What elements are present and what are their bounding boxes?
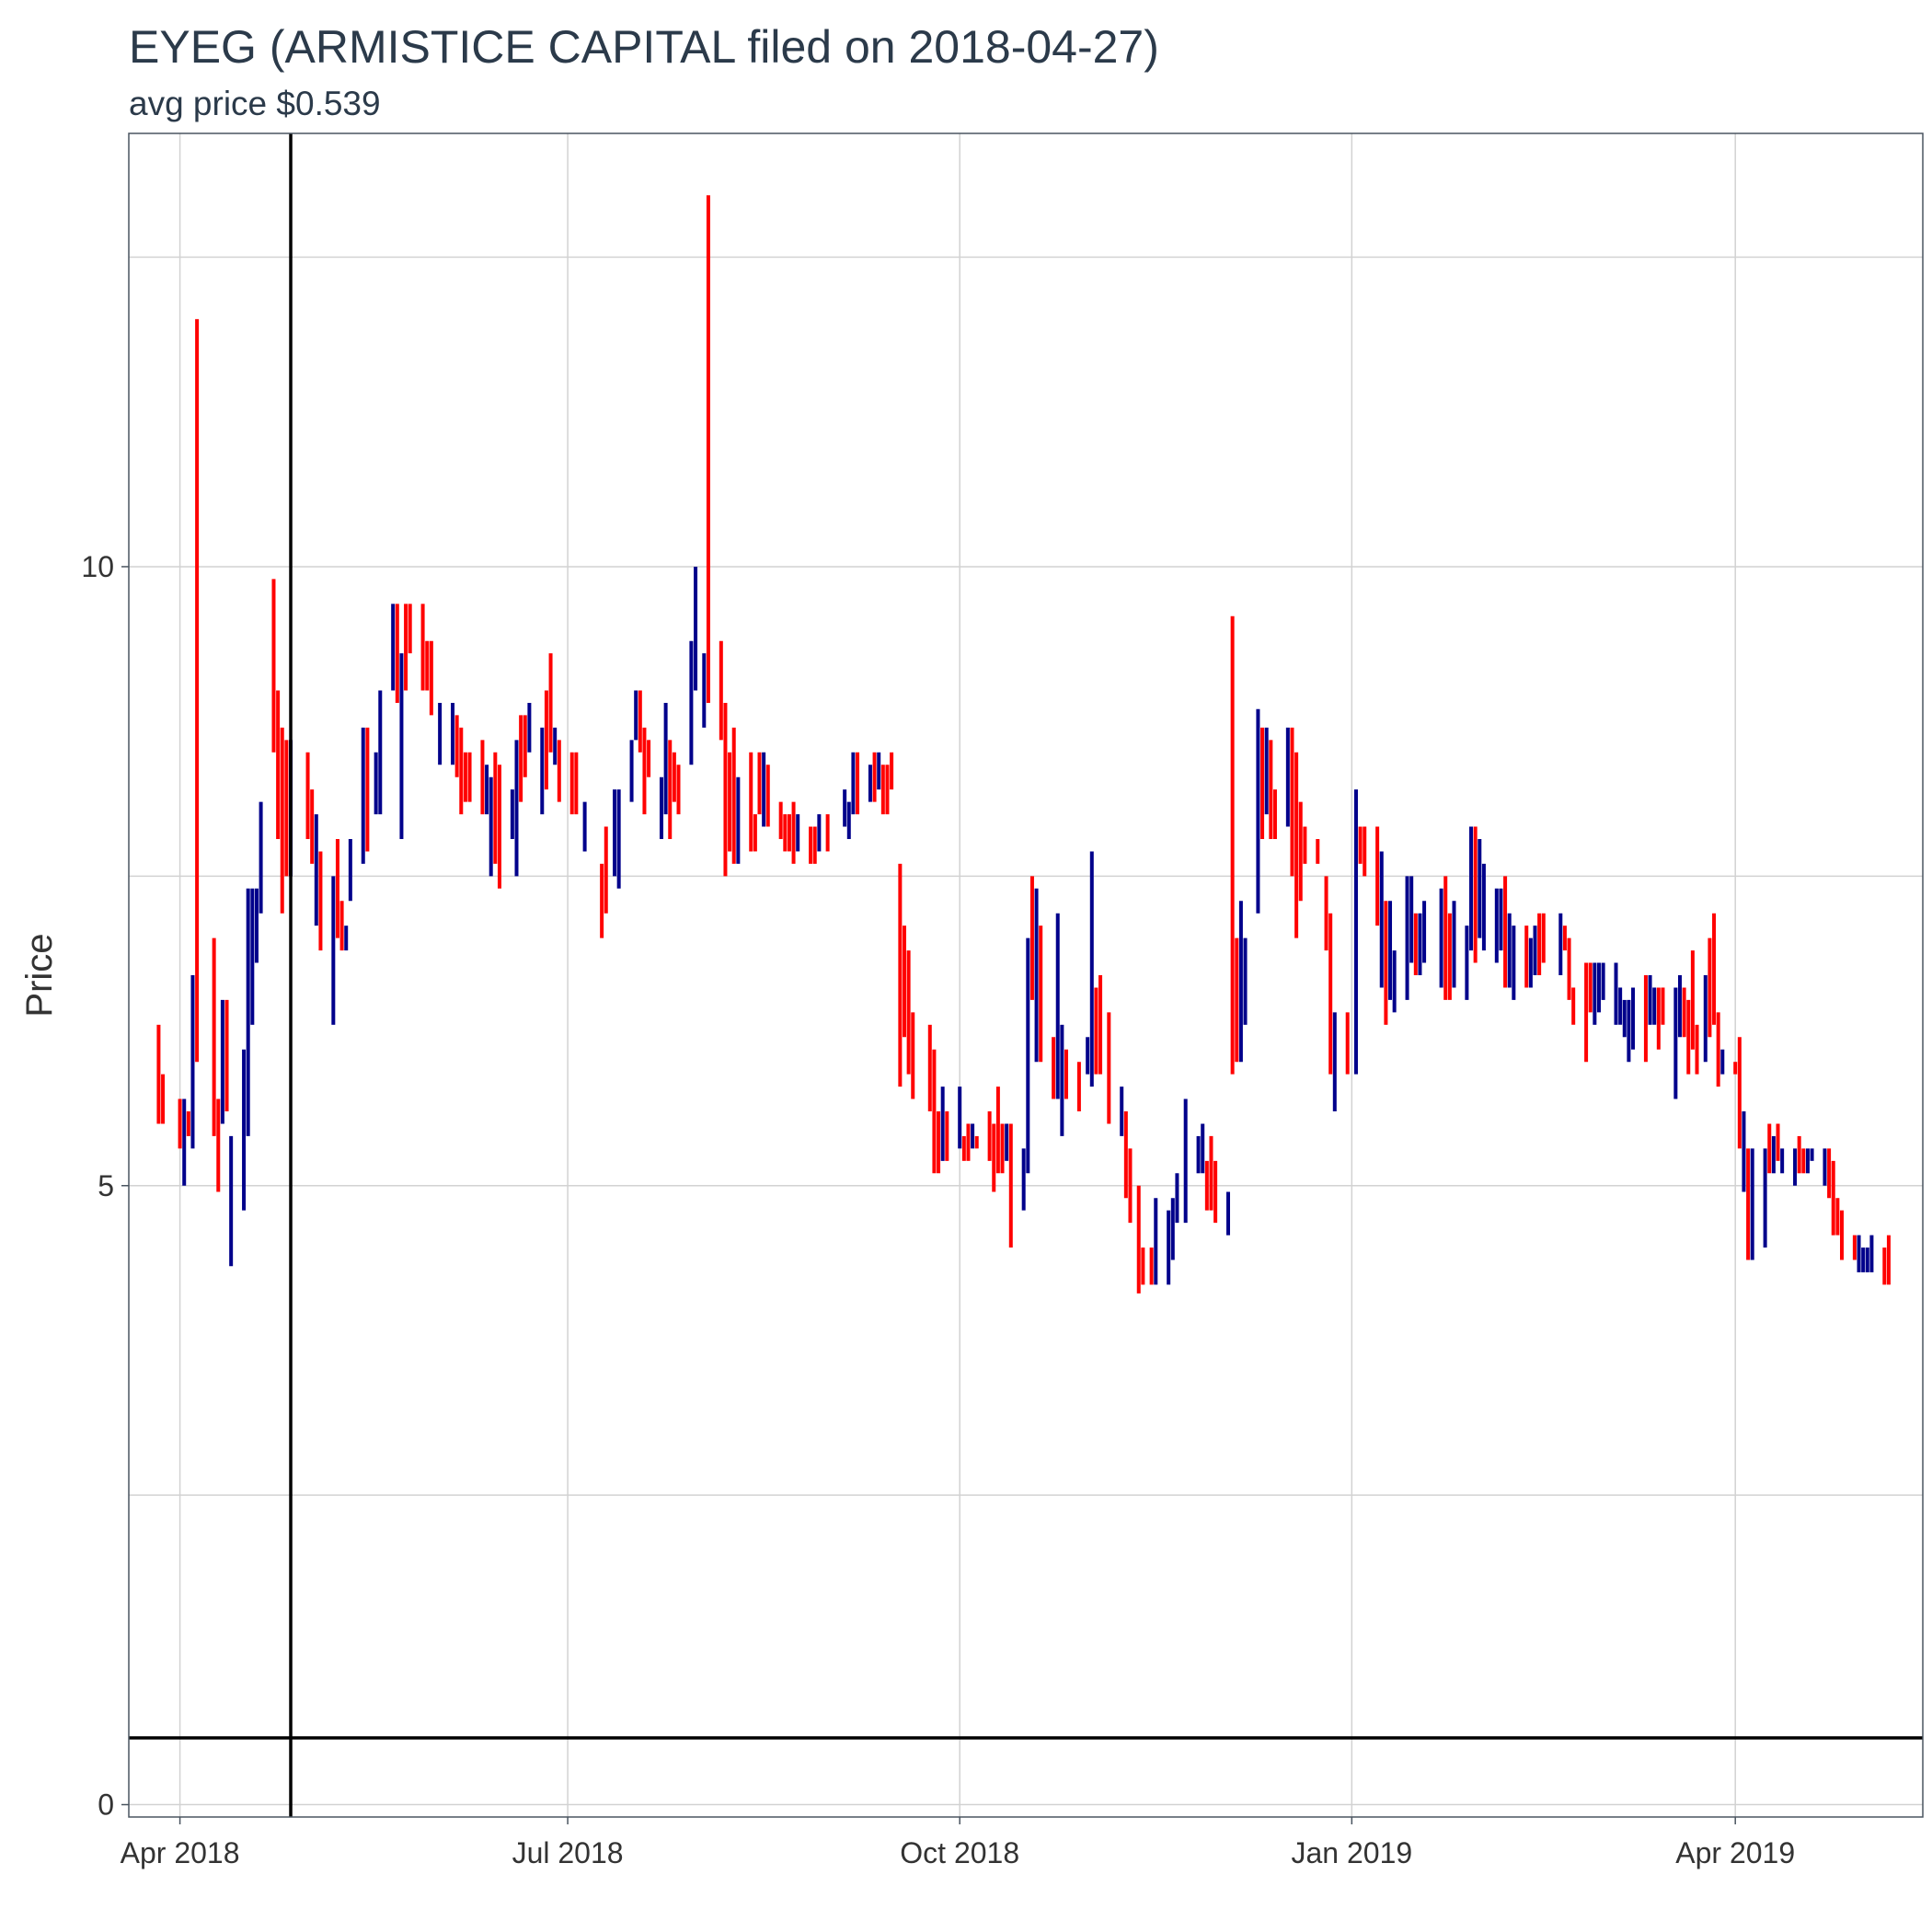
x-tick-label-0: Apr 2018 <box>121 1836 240 1869</box>
chart-subtitle: avg price $0.539 <box>129 85 381 122</box>
y-axis-ticks: 0 5 10 <box>81 550 129 1822</box>
price-bars <box>156 195 1891 1294</box>
x-axis-ticks: Apr 2018 Jul 2018 Oct 2018 Jan 2019 Apr 2019 <box>121 1817 1795 1869</box>
x-tick-label-1: Jul 2018 <box>512 1836 624 1869</box>
chart-title: EYEG (ARMISTICE CAPITAL filed on 2018-04… <box>129 21 1159 73</box>
gridlines <box>129 133 1923 1817</box>
y-axis-title: Price <box>19 933 60 1017</box>
y-tick-label-1: 5 <box>98 1169 114 1202</box>
x-tick-label-4: Apr 2019 <box>1675 1836 1795 1869</box>
x-tick-label-3: Jan 2019 <box>1291 1836 1412 1869</box>
plot-panel <box>128 132 1924 1818</box>
y-tick-label-0: 0 <box>98 1788 114 1822</box>
reference-lines <box>129 133 1923 1817</box>
y-tick-label-2: 10 <box>81 550 114 583</box>
x-tick-label-2: Oct 2018 <box>900 1836 1019 1869</box>
